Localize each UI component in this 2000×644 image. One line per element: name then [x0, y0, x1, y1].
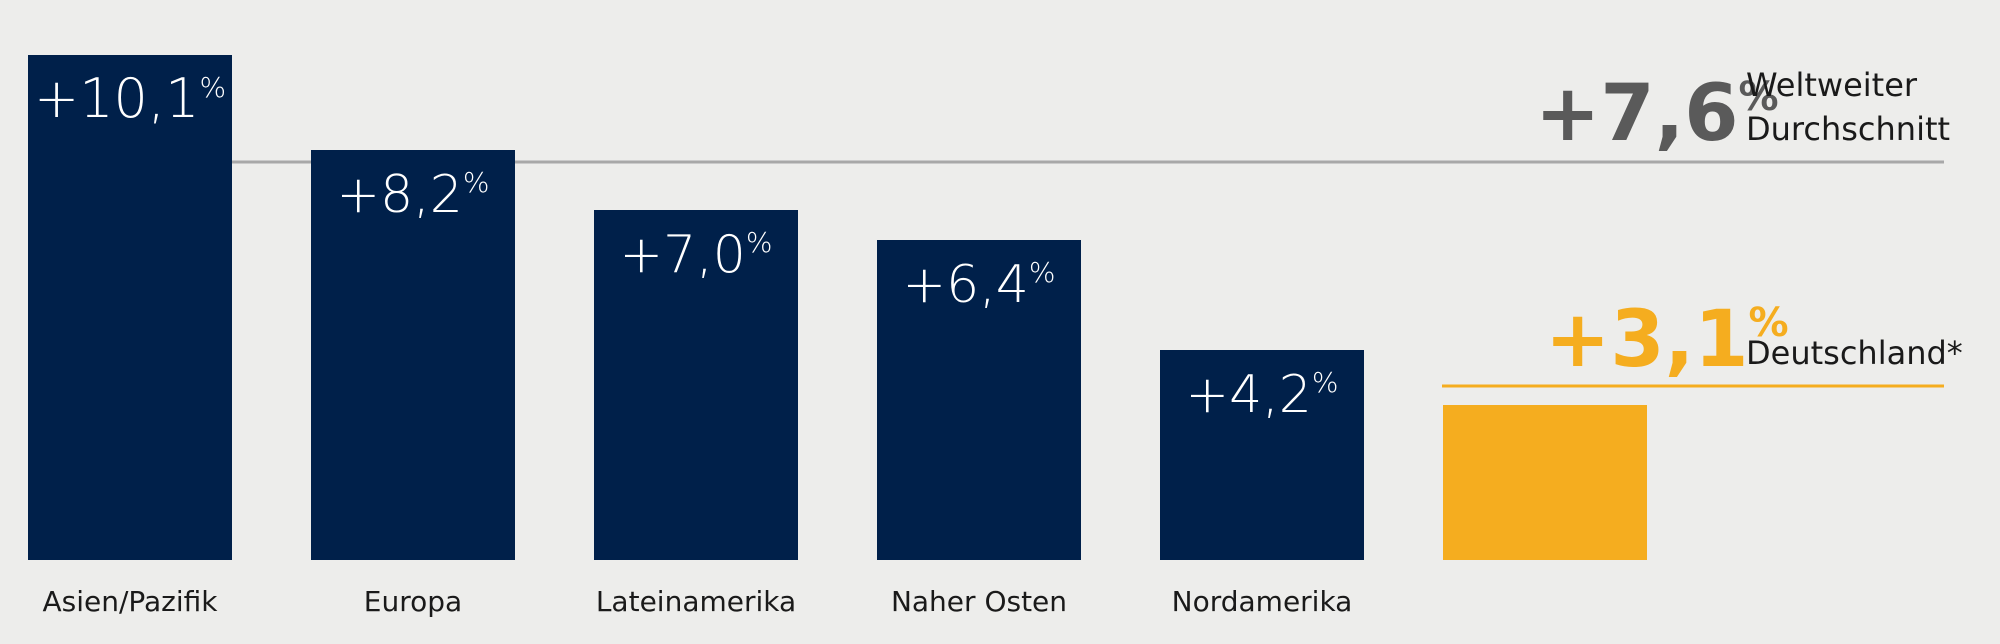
reference-labels: +7,6%Weltweiter Durchschnitt +3,1%Deutschl… [1535, 66, 1963, 385]
category-label: Nordamerika [1172, 585, 1353, 618]
bar-6 [1443, 405, 1647, 560]
bar-5 [1160, 350, 1364, 560]
average-value: +7,6% [1535, 69, 1779, 159]
bar-value-label: +7,0% [620, 225, 773, 285]
bar-value-label: +6,4% [903, 255, 1056, 315]
category-label: Europa [364, 585, 462, 618]
bar-value-label: +10,1% [34, 67, 226, 130]
category-label: Lateinamerika [596, 585, 796, 618]
category-label: Naher Osten [891, 585, 1067, 618]
average-label: Durchschnitt [1746, 110, 1950, 148]
bar-value-label: +8,2% [337, 165, 490, 225]
category-label: Asien/Pazifik [42, 585, 218, 618]
value-labels: +10,1% +8,2% +7,0% +6,4% +4,2% [34, 67, 1338, 425]
bar-value-label: +4,2% [1186, 365, 1339, 425]
average-label: Weltweiter [1746, 66, 1918, 104]
germany-value: +3,1% [1545, 295, 1789, 385]
bar-1 [28, 55, 232, 560]
bar-3 [594, 210, 798, 560]
bar-2 [311, 150, 515, 560]
bars [28, 55, 1647, 560]
category-labels: Asien/Pazifik Europa Lateinamerika Naher Os… [42, 585, 1352, 618]
bar-4 [877, 240, 1081, 560]
germany-label: Deutschland* [1746, 334, 1963, 372]
